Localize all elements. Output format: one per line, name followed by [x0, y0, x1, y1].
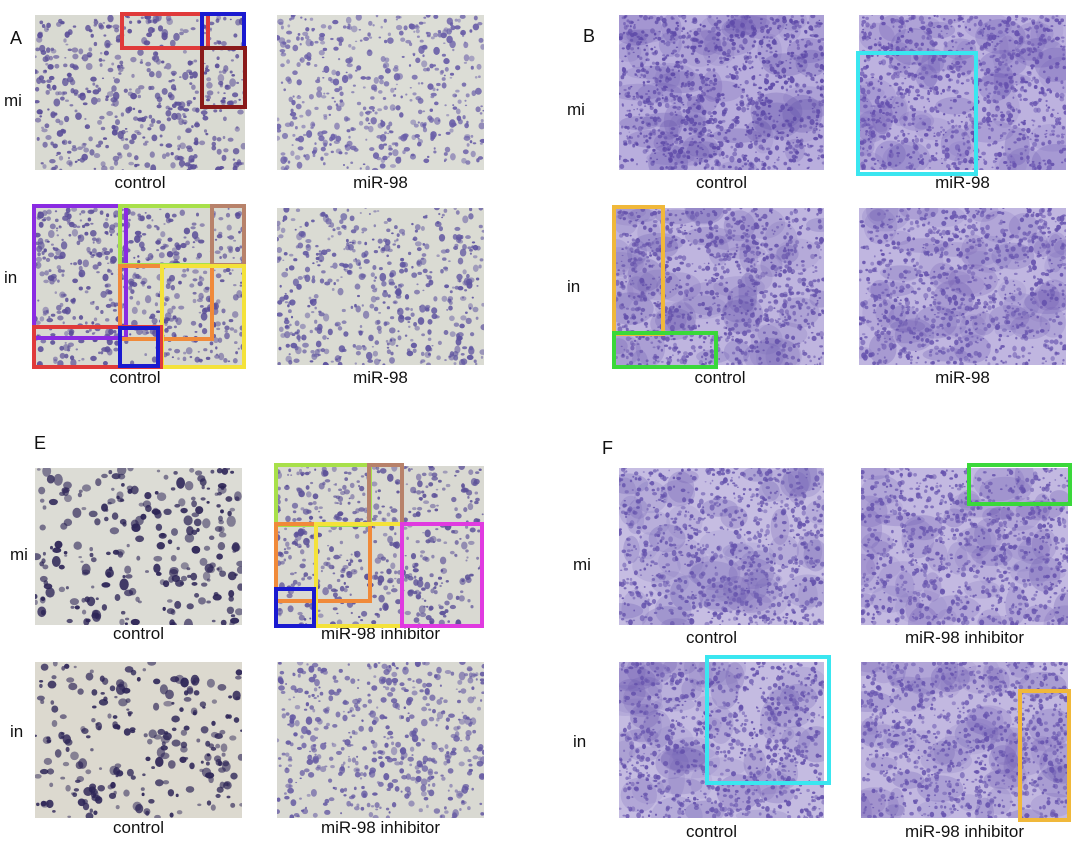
row-label-mi: mi: [567, 100, 585, 119]
highlight-box-green: [612, 331, 718, 369]
highlight-box-yellow: [314, 522, 404, 628]
image-caption: control: [114, 173, 166, 192]
image-caption: control: [112, 624, 165, 643]
row-label-mi: mi: [573, 555, 591, 574]
highlight-box-gold: [612, 205, 665, 336]
highlight-box-green: [967, 463, 1072, 506]
micrograph-image: [35, 662, 242, 818]
micrograph-image: [861, 662, 1068, 818]
highlight-box-gold: [1018, 689, 1071, 822]
highlight-box-tan: [210, 204, 246, 267]
image-caption: miR-98: [935, 368, 990, 387]
image-caption: control: [685, 822, 738, 841]
image-caption: control: [109, 368, 161, 387]
image-caption: miR-98 inhibitor: [904, 628, 1025, 647]
highlight-box-yellow: [160, 264, 246, 369]
micrograph-image: [859, 208, 1066, 365]
row-label-mi: mi: [10, 545, 28, 564]
micrograph-image: [35, 15, 245, 170]
row-label-in: in: [10, 722, 24, 741]
highlight-box-blue: [274, 587, 316, 628]
image-caption: miR-98 inhibitor: [904, 822, 1025, 841]
image-caption: control: [695, 173, 748, 192]
panel-label-A: A: [10, 28, 23, 48]
panel-label-F: F: [602, 438, 613, 458]
row-label-in: in: [4, 268, 18, 287]
highlight-box-maroon: [200, 46, 247, 109]
panel-label-B: B: [583, 26, 596, 46]
image-caption: miR-98 inhibitor: [320, 624, 441, 643]
image-caption: control: [694, 368, 746, 387]
row-label-in: in: [573, 732, 587, 751]
highlight-box-magenta: [400, 522, 484, 628]
image-caption: miR-98 inhibitor: [320, 818, 441, 837]
micrograph-image: [861, 468, 1068, 625]
micrograph-image: [619, 468, 824, 625]
highlight-box-cyan: [705, 655, 831, 785]
highlight-box-blue: [118, 326, 160, 368]
image-caption: miR-98: [353, 368, 408, 387]
highlight-box-lime: [118, 204, 214, 267]
micrograph-image: [619, 15, 824, 170]
highlight-box-purple: [32, 204, 128, 340]
highlight-box-cyan: [856, 51, 978, 176]
highlight-box-tan: [367, 463, 404, 526]
micrograph-image: [277, 662, 484, 818]
panel-label-E: E: [34, 433, 47, 453]
highlight-box-red: [32, 325, 163, 369]
image-caption: miR-98: [935, 173, 990, 192]
row-label-in: in: [567, 277, 581, 296]
micrograph-image: [859, 15, 1066, 170]
micrograph-image: [277, 208, 484, 365]
highlight-box-blue: [200, 12, 246, 50]
row-label-mi: mi: [4, 91, 22, 110]
micrograph-image: [35, 468, 242, 625]
micrograph-image: [277, 15, 484, 170]
image-caption: control: [685, 628, 738, 647]
highlight-box-lime: [274, 463, 372, 527]
image-caption: control: [112, 818, 165, 837]
highlight-box-red: [120, 12, 210, 50]
image-caption: miR-98: [353, 173, 408, 192]
